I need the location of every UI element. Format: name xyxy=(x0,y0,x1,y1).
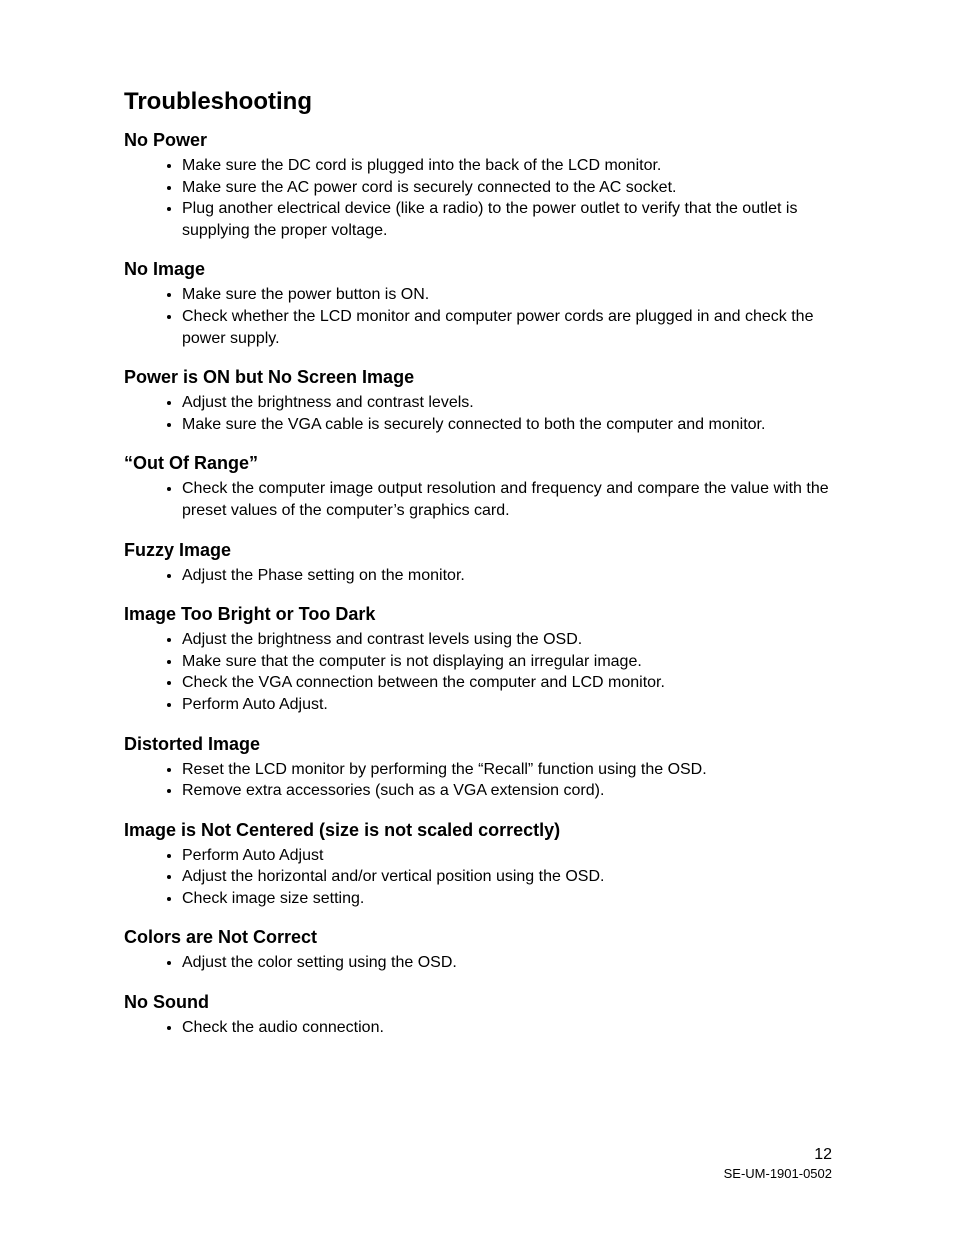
section-heading: No Power xyxy=(124,130,834,151)
section-list: Check the audio connection. xyxy=(124,1017,834,1039)
document-id: SE-UM-1901-0502 xyxy=(724,1166,832,1181)
section-heading: Distorted Image xyxy=(124,734,834,755)
list-item: Check whether the LCD monitor and comput… xyxy=(182,306,834,349)
section: Distorted Image Reset the LCD monitor by … xyxy=(124,734,834,802)
list-item: Adjust the color setting using the OSD. xyxy=(182,952,834,974)
list-item: Make sure the power button is ON. xyxy=(182,284,834,306)
section: Fuzzy Image Adjust the Phase setting on t… xyxy=(124,540,834,587)
section-list: Adjust the brightness and contrast level… xyxy=(124,629,834,715)
document-page: Troubleshooting No Power Make sure the DC… xyxy=(0,0,954,1235)
list-item: Check image size setting. xyxy=(182,888,834,910)
list-item: Make sure the AC power cord is securely … xyxy=(182,177,834,199)
section: Power is ON but No Screen Image Adjust th… xyxy=(124,367,834,435)
section: No Sound Check the audio connection. xyxy=(124,992,834,1039)
list-item: Check the VGA connection between the com… xyxy=(182,672,834,694)
section-list: Reset the LCD monitor by performing the … xyxy=(124,759,834,802)
section: Image Too Bright or Too Dark Adjust the b… xyxy=(124,604,834,715)
page-footer: 12 SE-UM-1901-0502 xyxy=(724,1146,832,1181)
section: “Out Of Range” Check the computer image o… xyxy=(124,453,834,521)
page-number: 12 xyxy=(724,1146,832,1164)
list-item: Make sure the VGA cable is securely conn… xyxy=(182,414,834,436)
section-heading: No Image xyxy=(124,259,834,280)
section: No Power Make sure the DC cord is plugged… xyxy=(124,130,834,241)
list-item: Adjust the horizontal and/or vertical po… xyxy=(182,866,834,888)
list-item: Remove extra accessories (such as a VGA … xyxy=(182,780,834,802)
section-list: Adjust the brightness and contrast level… xyxy=(124,392,834,435)
section-list: Perform Auto AdjustAdjust the horizontal… xyxy=(124,845,834,910)
section-list: Adjust the color setting using the OSD. xyxy=(124,952,834,974)
section-list: Make sure the DC cord is plugged into th… xyxy=(124,155,834,241)
page-title: Troubleshooting xyxy=(124,88,834,116)
list-item: Adjust the brightness and contrast level… xyxy=(182,629,834,651)
section: No Image Make sure the power button is ON… xyxy=(124,259,834,349)
sections-container: No Power Make sure the DC cord is plugged… xyxy=(124,130,834,1039)
section-heading: Image is Not Centered (size is not scale… xyxy=(124,820,834,841)
section-heading: Image Too Bright or Too Dark xyxy=(124,604,834,625)
list-item: Make sure that the computer is not displ… xyxy=(182,651,834,673)
section-heading: Colors are Not Correct xyxy=(124,927,834,948)
section-list: Adjust the Phase setting on the monitor. xyxy=(124,565,834,587)
list-item: Adjust the Phase setting on the monitor. xyxy=(182,565,834,587)
section: Colors are Not Correct Adjust the color s… xyxy=(124,927,834,974)
section-heading: “Out Of Range” xyxy=(124,453,834,474)
section: Image is Not Centered (size is not scale… xyxy=(124,820,834,910)
list-item: Check the audio connection. xyxy=(182,1017,834,1039)
list-item: Reset the LCD monitor by performing the … xyxy=(182,759,834,781)
list-item: Perform Auto Adjust. xyxy=(182,694,834,716)
list-item: Adjust the brightness and contrast level… xyxy=(182,392,834,414)
section-heading: Fuzzy Image xyxy=(124,540,834,561)
list-item: Make sure the DC cord is plugged into th… xyxy=(182,155,834,177)
list-item: Perform Auto Adjust xyxy=(182,845,834,867)
list-item: Plug another electrical device (like a r… xyxy=(182,198,834,241)
section-heading: No Sound xyxy=(124,992,834,1013)
section-list: Check the computer image output resoluti… xyxy=(124,478,834,521)
list-item: Check the computer image output resoluti… xyxy=(182,478,834,521)
section-heading: Power is ON but No Screen Image xyxy=(124,367,834,388)
section-list: Make sure the power button is ON.Check w… xyxy=(124,284,834,349)
